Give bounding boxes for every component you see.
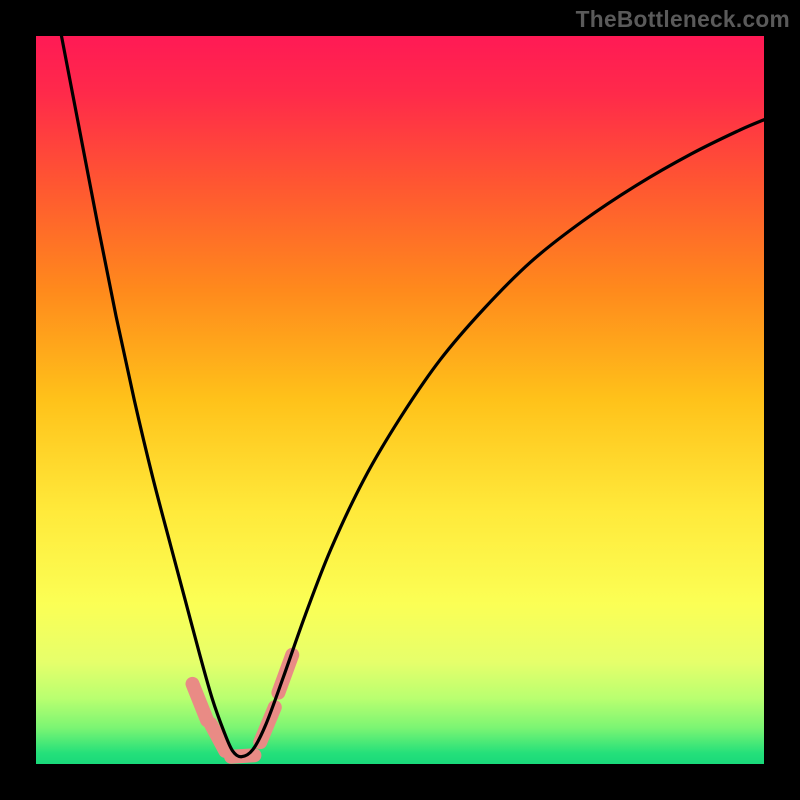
- chart-frame: TheBottleneck.com: [0, 0, 800, 800]
- plot-background: [36, 36, 764, 764]
- bottleneck-chart: [0, 0, 800, 800]
- watermark-text: TheBottleneck.com: [576, 6, 790, 33]
